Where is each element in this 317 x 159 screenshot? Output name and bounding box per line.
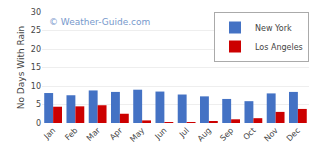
- svg-text:No Days With Rain: No Days With Rain: [16, 26, 26, 110]
- svg-text:5: 5: [36, 100, 41, 109]
- svg-text:15: 15: [31, 63, 41, 72]
- svg-text:© Weather-Guide.com: © Weather-Guide.com: [49, 17, 150, 27]
- svg-text:Dec: Dec: [285, 126, 302, 143]
- svg-text:May: May: [128, 126, 146, 144]
- svg-text:Aug: Aug: [196, 126, 213, 143]
- svg-text:New York: New York: [255, 24, 292, 33]
- svg-text:Sep: Sep: [218, 126, 235, 143]
- svg-text:Jan: Jan: [42, 126, 58, 142]
- svg-text:Nov: Nov: [262, 126, 280, 144]
- svg-text:20: 20: [31, 45, 41, 54]
- svg-text:Apr: Apr: [108, 125, 125, 142]
- svg-text:25: 25: [31, 26, 41, 35]
- svg-text:Oct: Oct: [241, 126, 257, 142]
- svg-text:0: 0: [36, 119, 41, 128]
- svg-text:10: 10: [31, 82, 41, 91]
- svg-text:Jul: Jul: [177, 126, 191, 140]
- svg-text:Feb: Feb: [63, 126, 79, 142]
- svg-text:30: 30: [31, 8, 41, 17]
- svg-text:Mar: Mar: [85, 125, 103, 143]
- svg-text:Jun: Jun: [153, 126, 169, 142]
- svg-text:Los Angeles: Los Angeles: [255, 43, 303, 52]
